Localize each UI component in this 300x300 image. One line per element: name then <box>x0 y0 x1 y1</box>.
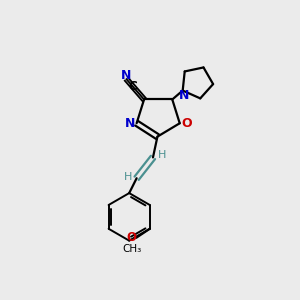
Text: C: C <box>129 80 138 93</box>
Text: CH₃: CH₃ <box>122 244 141 254</box>
Text: H: H <box>124 172 132 182</box>
Text: N: N <box>125 117 135 130</box>
Text: N: N <box>121 69 132 82</box>
Text: O: O <box>127 231 137 244</box>
Text: O: O <box>181 117 192 130</box>
Text: N: N <box>179 88 189 101</box>
Text: H: H <box>158 150 166 160</box>
